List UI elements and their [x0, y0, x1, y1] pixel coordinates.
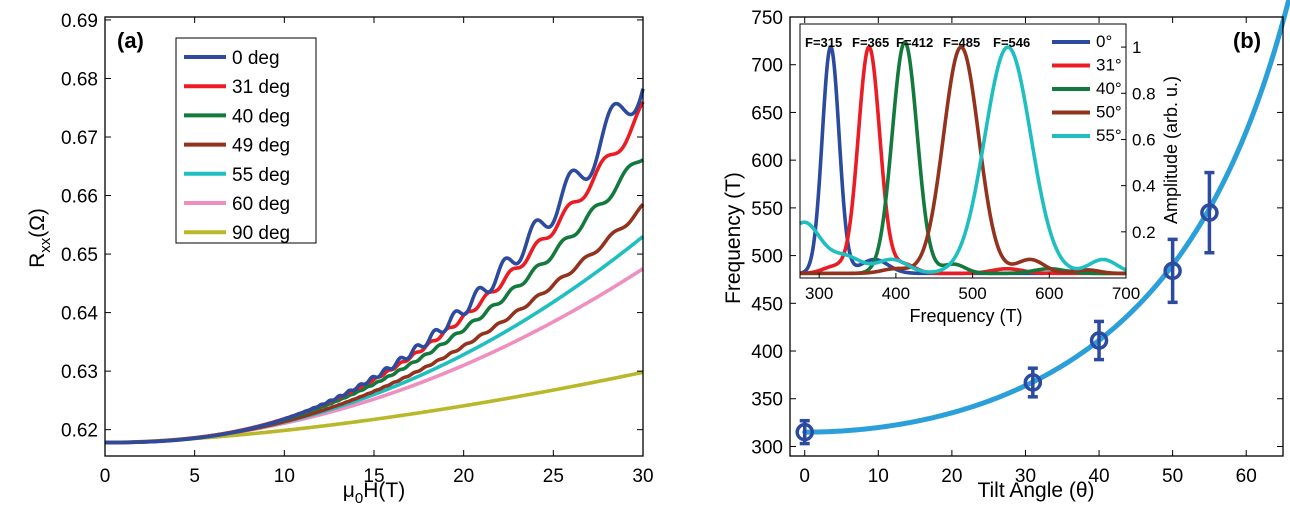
x-tick-label: 0 — [799, 466, 810, 487]
inset-y-axis-label: Amplitude (arb. u.) — [1161, 76, 1181, 224]
x-tick-label: 20 — [941, 466, 962, 487]
panel-b-points — [795, 170, 1219, 446]
data-point-4 — [1200, 170, 1219, 255]
point-marker — [1200, 203, 1219, 222]
inset-y-tick-label: 0.8 — [1132, 84, 1156, 103]
inset-peak-label-0: F=315 — [805, 35, 842, 50]
x-tick-label: 20 — [453, 466, 474, 487]
inset-legend: 0° 31° 40° 50° 55° — [1052, 32, 1122, 145]
y-tick-label: 650 — [751, 103, 783, 124]
inset-y-tick-label: 1 — [1132, 38, 1141, 57]
panel-b-frame — [789, 16, 1284, 457]
inset-x-tick-label: 600 — [1035, 284, 1063, 303]
y-tick-label: 0.63 — [61, 362, 98, 383]
x-tick-label: 40 — [1088, 466, 1109, 487]
panel-a-curves — [104, 88, 645, 445]
x-tick-label: 30 — [1015, 466, 1036, 487]
legend-entry-55-deg: 55 deg — [232, 165, 290, 186]
y-tick-label: 0.69 — [61, 11, 98, 32]
series-line-0-deg — [104, 88, 645, 445]
x-tick-label: 30 — [632, 466, 653, 487]
y-tick-label: 0.62 — [61, 421, 98, 442]
panel-b-y-axis-label: Frequency (T) — [722, 172, 745, 304]
data-point-2 — [1089, 319, 1109, 362]
inset-legend-entry-0: 0° — [1096, 32, 1112, 51]
x-tick-label: 50 — [1162, 466, 1183, 487]
x-tick-label: 0 — [100, 466, 111, 487]
panel-a-label: (a) — [117, 28, 144, 53]
inset-frame — [799, 23, 1127, 279]
inset-peak-label-3: F=485 — [943, 35, 980, 50]
inset-x-tick-label: 300 — [805, 284, 833, 303]
data-point-1 — [1023, 366, 1043, 399]
inset-y-tick-label: 0.6 — [1132, 130, 1156, 149]
panel-b-ticks: 0 10 20 30 40 50 60 300 350 400 450 500 550 600 650 700… — [751, 8, 1283, 487]
legend-entry-49-deg: 49 deg — [232, 136, 290, 157]
inset-legend-entry-2: 40° — [1096, 79, 1122, 98]
y-tick-label: 300 — [751, 437, 783, 458]
panel-a-ticks: 0 5 10 15 20 25 30 0.62 0.63 0.64 0.65 0.66 0.67 0.68… — [61, 11, 654, 487]
panel-a: 0 5 10 15 20 25 30 0.62 0.63 0.64 0.65 0.66 0.67 0.68… — [26, 11, 654, 507]
inset-x-tick-label: 700 — [1112, 284, 1140, 303]
point-marker — [1023, 373, 1043, 392]
panel-a-x-axis-label: μ0H(T) — [343, 479, 405, 507]
inset-legend-entry-3: 50° — [1096, 103, 1122, 122]
legend-entry-40-deg: 40 deg — [232, 106, 290, 127]
panel-a-y-axis-label: Rxx(Ω) — [26, 208, 54, 268]
inset-curves — [798, 40, 1128, 276]
y-tick-label: 350 — [751, 390, 783, 411]
legend-entry-60-deg: 60 deg — [232, 194, 290, 215]
inset-legend-entry-1: 31° — [1096, 56, 1122, 75]
point-marker — [1163, 261, 1182, 281]
y-tick-label: 700 — [751, 56, 783, 77]
inset-x-axis-label: Frequency (T) — [909, 306, 1022, 326]
y-tick-label: 0.68 — [61, 69, 98, 90]
x-tick-label: 60 — [1236, 466, 1257, 487]
panel-b-x-axis-label: Tilt Angle (θ) — [977, 479, 1094, 502]
legend-entry-90-deg: 90 deg — [232, 223, 290, 244]
inset-peak-labels: F=315 F=365 F=412 F=485 F=546 — [805, 35, 1030, 50]
legend-entry-0-deg: 0 deg — [232, 48, 280, 69]
x-tick-label: 10 — [868, 466, 889, 487]
inset-ticks: 300 400 500 600 700 0.2 0.4 0.6 0.8 1 — [805, 38, 1156, 303]
inset-y-tick-label: 0.4 — [1132, 177, 1156, 196]
point-marker — [1089, 331, 1109, 350]
inset-peak-label-1: F=365 — [852, 35, 889, 50]
x-tick-label: 10 — [274, 466, 295, 487]
y-tick-label: 750 — [751, 8, 783, 29]
inset-peak-label-2: F=412 — [896, 35, 933, 50]
data-point-0 — [795, 418, 814, 446]
inset-series-line-4 — [798, 45, 1128, 274]
y-tick-label: 550 — [751, 199, 783, 220]
point-marker — [795, 422, 814, 442]
x-tick-label: 15 — [363, 466, 384, 487]
inset-series-line-3 — [798, 45, 1128, 276]
data-point-3 — [1163, 237, 1182, 305]
y-tick-label: 0.64 — [61, 304, 98, 325]
legend-entry-31-deg: 31 deg — [232, 77, 290, 98]
panel-a-legend-box — [175, 37, 317, 244]
inset-x-tick-label: 500 — [958, 284, 986, 303]
panel-b: 0 10 20 30 40 50 60 300 350 400 450 500 550 600 650 700… — [722, 0, 1290, 502]
panel-b-label: (b) — [1233, 28, 1261, 53]
y-tick-label: 400 — [751, 342, 783, 363]
y-tick-label: 600 — [751, 151, 783, 172]
inset-legend-entry-4: 55° — [1096, 126, 1122, 145]
panel-a-legend: 0 deg 31 deg 40 deg 49 deg 55 deg 60 deg 90 de… — [175, 37, 317, 244]
y-tick-label: 0.66 — [61, 187, 98, 208]
x-tick-label: 5 — [189, 466, 200, 487]
inset-peak-label-4: F=546 — [993, 35, 1030, 50]
y-tick-label: 0.67 — [61, 128, 98, 149]
inset-y-tick-label: 0.2 — [1132, 223, 1156, 242]
y-tick-label: 500 — [751, 247, 783, 268]
series-line-55-deg — [104, 235, 645, 445]
x-tick-label: 25 — [543, 466, 564, 487]
y-tick-label: 0.65 — [61, 245, 98, 266]
y-tick-label: 450 — [751, 294, 783, 315]
inset-x-tick-label: 400 — [882, 284, 910, 303]
